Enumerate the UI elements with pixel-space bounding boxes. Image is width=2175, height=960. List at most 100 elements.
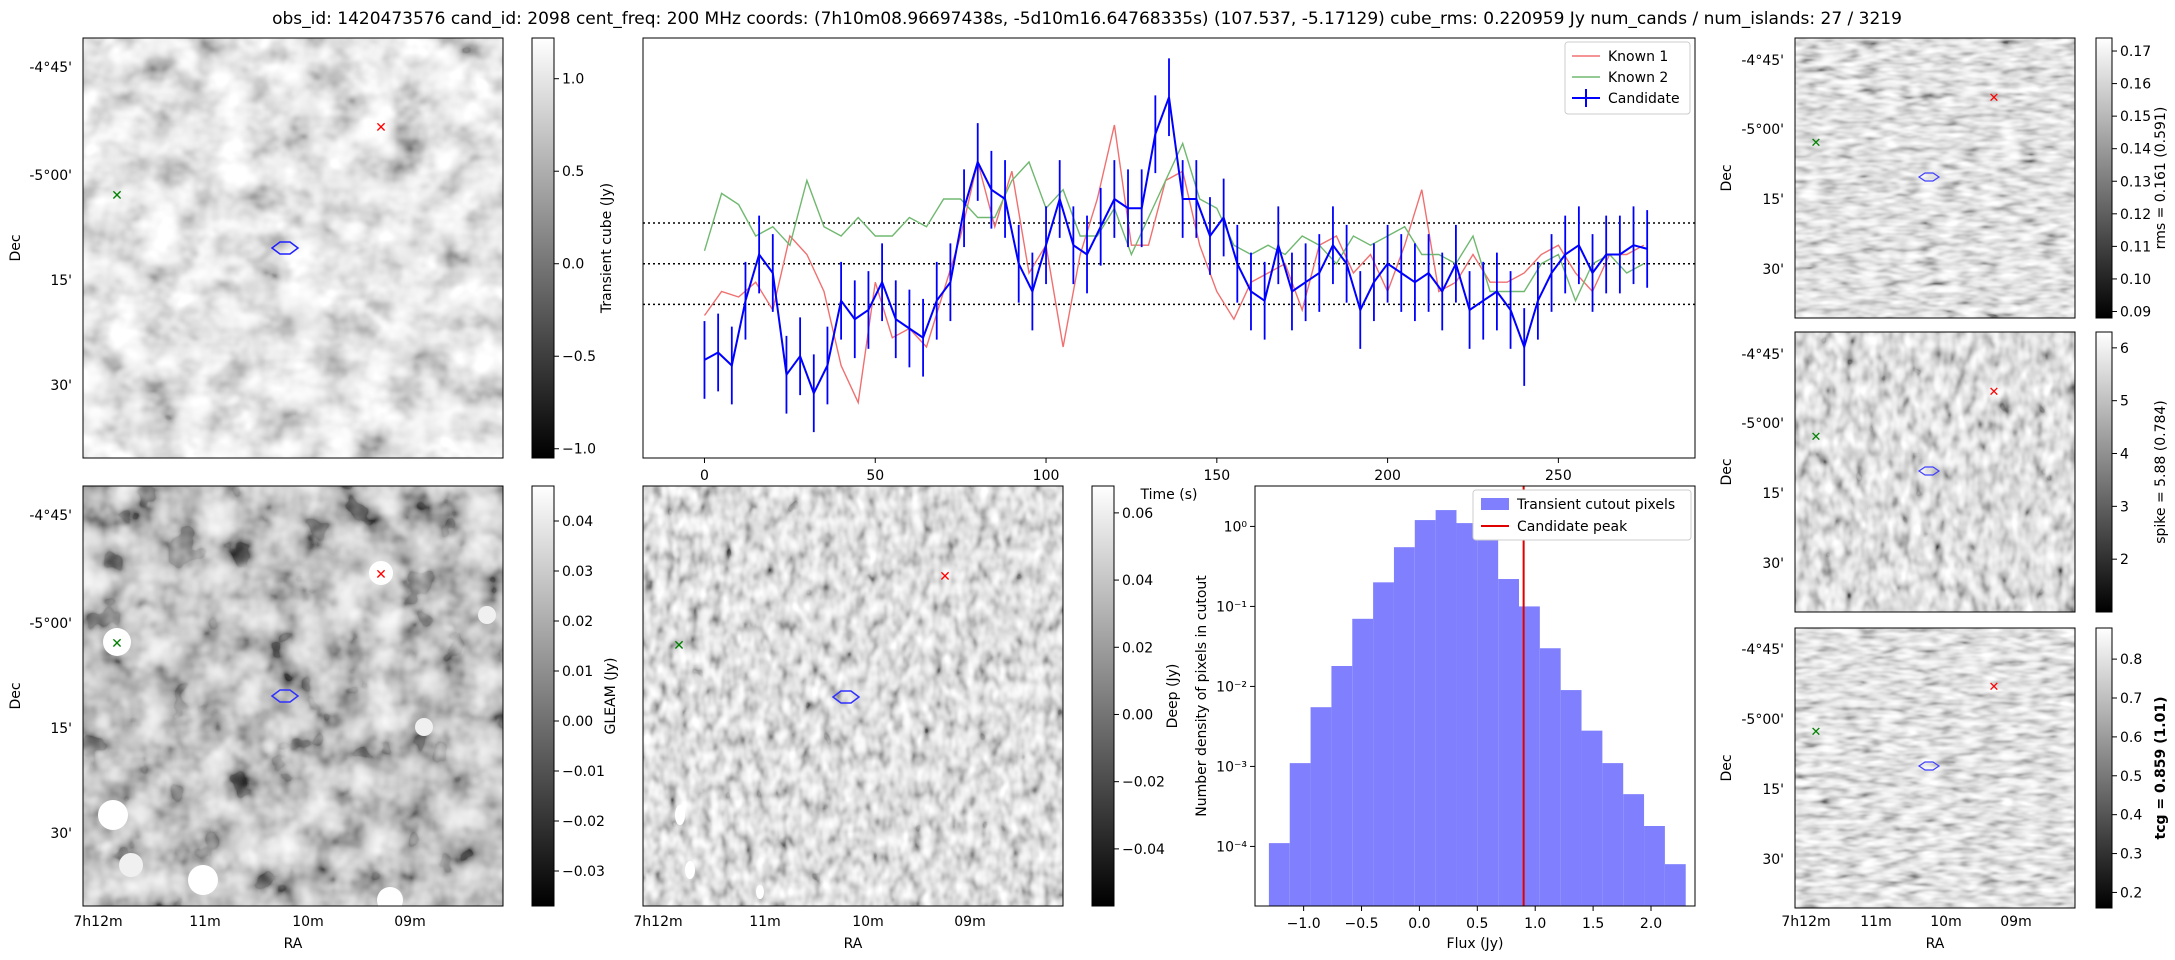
histogram-bar <box>1435 510 1457 906</box>
colorbar-tick-label: 0.0 <box>562 257 584 273</box>
colorbar-tick-label: 0.5 <box>562 164 584 180</box>
gleam-ra-tick-2: 11m <box>189 914 220 930</box>
lightcurve-legend-known1: Known 1 <box>1608 49 1668 65</box>
tcg-ra-tick-4: 09m <box>2000 914 2031 930</box>
deep-frame <box>642 485 1064 907</box>
histogram-bar <box>1268 843 1290 906</box>
rms-candidate-contour <box>1917 172 1941 182</box>
tcg-colorbar-label: tcg = 0.859 (1.01) <box>2153 697 2169 840</box>
colorbar-tick-label: 0.04 <box>562 514 593 530</box>
spike-image <box>1795 332 2075 612</box>
histogram-bar <box>1289 763 1311 906</box>
deep-marker-green: ✕ <box>673 638 685 654</box>
histogram-legend-peak: Candidate peak <box>1517 519 1628 535</box>
rms-marker-green: ✕ <box>1811 136 1822 151</box>
colorbar-tick-label: 0.14 <box>2120 142 2151 158</box>
colorbar-tick-label: 0.8 <box>2120 652 2142 668</box>
lightcurve-frame <box>642 37 1696 459</box>
spike-frame <box>1794 331 2076 613</box>
colorbar-tick-label: −0.02 <box>562 814 605 830</box>
histogram-xtick-label: 1.5 <box>1582 916 1604 932</box>
gleam-source-7 <box>478 606 496 624</box>
transient-cube-dec-label: Dec <box>8 234 24 261</box>
deep-panel: ✕ ✕ 7h12m 11m 10m 09m RA 0.060.040.020.0… <box>633 485 1181 952</box>
histogram-bar <box>1519 606 1540 906</box>
gleam-source-8 <box>377 887 403 913</box>
rms-colorbar-label: rms = 0.161 (0.591) <box>2153 107 2169 250</box>
spike-colorbar-label: spike = 5.88 (0.784) <box>2153 400 2169 544</box>
colorbar-tick-label: 0.6 <box>2120 730 2142 746</box>
histogram-ytick-label: 10⁰ <box>1224 519 1248 535</box>
spike-dec-tick-2: -5°00' <box>1741 416 1784 432</box>
histogram-xlabel: Flux (Jy) <box>1447 936 1504 952</box>
lightcurve-series-known-2 <box>703 141 1645 303</box>
transient-cube-marker-red: ✕ <box>375 120 387 136</box>
rms-panel: ✕ ✕ Dec -4°45' -5°00' 15' 30' 0.170.160.… <box>1719 37 2169 320</box>
transient-cube-candidate-contour <box>270 241 300 255</box>
rms-dec-tick-3: 15' <box>1762 192 1784 208</box>
gleam-marker-green: ✕ <box>111 636 123 652</box>
colorbar-tick-label: −1.0 <box>562 442 596 458</box>
tcg-marker-green: ✕ <box>1811 725 1822 740</box>
colorbar-tick-label: 5 <box>2120 394 2129 410</box>
gleam-marker-red: ✕ <box>375 567 387 583</box>
colorbar-tick-label: 0.5 <box>2120 769 2142 785</box>
histogram-bar <box>1581 730 1603 906</box>
histogram-bar <box>1498 579 1519 906</box>
histogram-bars <box>1268 486 1686 906</box>
colorbar-tick-label: 0.01 <box>562 664 593 680</box>
gleam-panel: ✕ ✕ Dec -4°45' -5°00' 15' 30' 7h12m 11m … <box>8 485 619 952</box>
histogram-ylabel: Number density of pixels in cutout <box>1194 575 1210 817</box>
gleam-source-1 <box>369 561 393 585</box>
spike-dec-label: Dec <box>1719 458 1735 485</box>
spike-dec-tick-4: 30' <box>1762 556 1784 572</box>
gleam-image <box>83 486 503 906</box>
colorbar-tick-label: 6 <box>2120 341 2129 357</box>
transient-cube-image <box>83 38 503 458</box>
deep-source-3 <box>756 885 764 899</box>
gleam-colorbar-label: GLEAM (Jy) <box>603 658 619 735</box>
histogram-panel: −1.0 −0.5 0.0 0.5 1.0 1.5 2.0 10⁰ 10⁻¹ 10⁻² 10⁻³ 10… <box>1194 485 1696 952</box>
histogram-ticks: −1.0 −0.5 0.0 0.5 1.0 1.5 2.0 10⁰ 10⁻¹ 10⁻² 10⁻³ 10… <box>1216 519 1662 932</box>
colorbar-tick-label: 0.04 <box>1122 573 1153 589</box>
tcg-ra-tick-1: 7h12m <box>1781 914 1830 930</box>
lightcurve-ylabel: Transient cube (Jy) <box>599 183 615 314</box>
transient-cube-dec-tick-1: -4°45' <box>29 60 72 76</box>
colorbar-tick-label: 0.09 <box>2120 304 2151 320</box>
transient-cube-frame <box>82 37 504 459</box>
rms-dec-tick-1: -4°45' <box>1741 53 1784 69</box>
deep-colorbar-ticks: 0.06 0.04 0.02 0.00 −0.02 −0.04 <box>1114 506 1165 858</box>
lightcurve-thresholds <box>643 222 1695 306</box>
colorbar-tick-label: −0.04 <box>1122 842 1165 858</box>
lightcurve-xtick-label: 100 <box>1033 468 1060 484</box>
colorbar-tick-label: 2 <box>2120 552 2129 568</box>
histogram-xtick-label: −1.0 <box>1287 916 1321 932</box>
tcg-dec-label: Dec <box>1719 754 1735 781</box>
gleam-colorbar-ticks: 0.04 0.03 0.02 0.01 0.00 −0.01 −0.02 −0.03 <box>554 514 605 880</box>
colorbar-tick-label: 0.16 <box>2120 77 2151 93</box>
deep-ra-tick-1: 7h12m <box>633 914 682 930</box>
histogram-legend-box <box>1472 489 1692 541</box>
tcg-panel: ✕ ✕ Dec -4°45' -5°00' 15' 30' 7h12m 11m … <box>1719 627 2169 952</box>
lightcurve-xtick-label: 250 <box>1545 468 1572 484</box>
histogram-ytick-label: 10⁻⁴ <box>1216 839 1247 855</box>
rms-image <box>1795 38 2075 318</box>
lightcurve-legend-box <box>1564 41 1691 115</box>
tcg-marker-red: ✕ <box>1989 680 2000 695</box>
lightcurve-legend: Known 1 Known 2 Candidate <box>1564 41 1691 115</box>
colorbar-tick-label: 0.11 <box>2120 239 2151 255</box>
lightcurve-legend-candidate: Candidate <box>1608 91 1680 107</box>
histogram-bar <box>1456 523 1478 906</box>
histogram-ytick-label: 10⁻² <box>1216 679 1247 695</box>
deep-colorbar <box>1091 485 1115 907</box>
histogram-bar <box>1393 547 1415 906</box>
lightcurve-xtick-label: 0 <box>700 468 709 484</box>
deep-source-2 <box>685 861 695 879</box>
gleam-ra-tick-1: 7h12m <box>73 914 122 930</box>
tcg-dec-tick-3: 15' <box>1762 782 1784 798</box>
spike-marker-green: ✕ <box>1811 430 1822 445</box>
gleam-source-5 <box>188 865 218 895</box>
histogram-ytick-label: 10⁻³ <box>1216 759 1247 775</box>
colorbar-tick-label: −0.01 <box>562 764 605 780</box>
